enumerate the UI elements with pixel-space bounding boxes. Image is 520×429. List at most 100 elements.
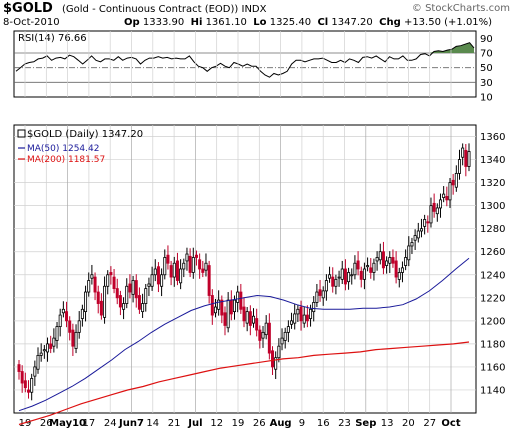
candle-body — [80, 308, 84, 319]
candle-body — [286, 326, 290, 333]
price-legend-title: $GOLD (Daily) 1347.20 — [27, 129, 143, 140]
candle-body — [391, 257, 395, 264]
candle-body — [229, 299, 233, 315]
candle-body — [87, 280, 91, 293]
candle-body — [131, 280, 135, 295]
candle-body — [201, 268, 205, 273]
candle-body — [302, 314, 306, 324]
candle-body — [122, 303, 126, 310]
x-tick-label: 9 — [299, 418, 305, 429]
candle-body — [103, 285, 107, 318]
candle-body — [217, 299, 221, 310]
candle-body — [261, 331, 265, 339]
candle-body — [166, 254, 170, 264]
chart-description-text: (Gold - Continuous Contract (EOD)) — [62, 4, 239, 15]
candle-body — [93, 276, 97, 293]
candle-body — [385, 260, 389, 266]
candle-body — [283, 331, 287, 341]
candle-body — [362, 268, 366, 280]
candle-body — [99, 300, 103, 316]
candle-body — [204, 262, 208, 271]
candle-body — [252, 315, 256, 324]
candle-body — [375, 257, 379, 262]
candle-body — [293, 313, 297, 324]
rsi-line — [15, 42, 475, 78]
candle-body — [337, 276, 341, 279]
candle-body — [141, 303, 145, 313]
candle-body — [331, 276, 335, 287]
candle-body — [90, 274, 94, 279]
x-tick-label: Oct — [441, 418, 460, 429]
x-tick-label: 21 — [168, 418, 181, 429]
candle-body — [397, 272, 401, 280]
candle-body — [290, 320, 294, 325]
ma200-line — [18, 341, 470, 426]
candle-body — [267, 322, 271, 354]
candle-body — [416, 230, 420, 239]
x-tick-label: May10 — [49, 418, 86, 429]
candle-body — [334, 278, 338, 287]
candle-body — [194, 254, 198, 258]
candle-body — [55, 326, 59, 341]
candle-body — [328, 274, 332, 279]
rsi-tick-label: 70 — [480, 49, 493, 60]
candle-body — [20, 371, 24, 384]
price-frame — [13, 124, 477, 414]
chart-date: 8-Oct-2010 — [3, 17, 60, 28]
candle-body — [305, 314, 309, 322]
candle-body — [435, 207, 439, 215]
candle-body — [350, 274, 354, 277]
x-tick-label: Jul — [187, 418, 202, 429]
candle-body — [239, 291, 243, 310]
candle-body — [464, 149, 468, 167]
x-tick-label: Jun7 — [118, 418, 144, 429]
candle-body — [274, 357, 278, 370]
candle-body — [61, 308, 65, 314]
candle-body — [366, 265, 370, 268]
x-tick-label: 12 — [210, 418, 223, 429]
candle-body — [172, 262, 176, 278]
candle-body — [404, 257, 408, 266]
candle-body — [309, 308, 313, 319]
candle-legend-icon — [17, 129, 26, 138]
x-tick-label: 19 — [232, 418, 245, 429]
candle-body — [153, 268, 157, 276]
candle-body — [461, 147, 465, 158]
candle-body — [356, 260, 360, 270]
x-tick-label: 14 — [146, 418, 159, 429]
candle-body — [369, 267, 373, 273]
candle-body — [198, 259, 202, 270]
candle-body — [71, 329, 75, 347]
rsi-panel: 10 30 50 70 90 RSI(14) 76.66 — [13, 30, 493, 104]
price-tick-label: 1340 — [480, 155, 505, 166]
candle-body — [438, 199, 442, 209]
candle-body — [96, 291, 100, 304]
candle-body — [321, 290, 325, 299]
candle-body — [74, 331, 78, 349]
candle-body — [137, 295, 141, 310]
price-tick-label: 1240 — [480, 270, 505, 281]
close-value: 1347.20 — [331, 17, 373, 28]
candle-body — [296, 308, 300, 315]
candle-body — [128, 283, 132, 293]
candle-body — [147, 283, 151, 287]
candle-body — [394, 260, 398, 278]
candle-body — [232, 299, 236, 313]
candle-body — [33, 366, 37, 377]
candle-body — [226, 299, 230, 329]
candle-body — [52, 337, 56, 347]
candle-body — [169, 265, 173, 278]
x-tick-label: 26 — [40, 418, 53, 429]
ohlc-summary: Op 1333.90 Hi 1361.10 Lo 1325.40 Cl 1347… — [124, 17, 492, 28]
high-value: 1361.10 — [205, 17, 247, 28]
candle-body — [378, 251, 382, 261]
candle-body — [175, 260, 179, 281]
candle-body — [413, 235, 417, 241]
candle-body — [144, 288, 148, 304]
rsi-tick-label: 90 — [480, 34, 493, 45]
candle-body — [160, 274, 164, 287]
candle-body — [109, 272, 113, 276]
x-tick-label: Sep — [355, 418, 376, 429]
